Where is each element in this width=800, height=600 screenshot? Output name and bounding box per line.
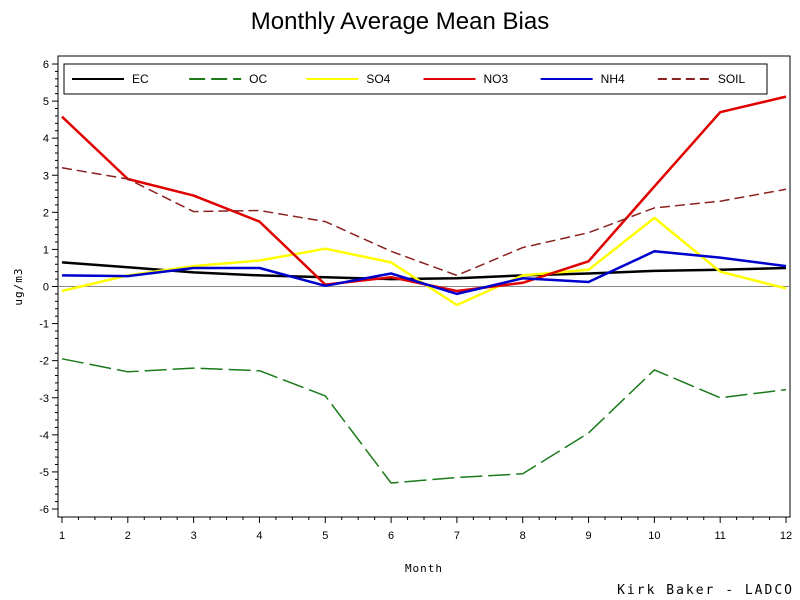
y-tick-label: 2 [43,207,49,219]
series-line-soil [61,167,787,277]
legend-box [63,63,768,95]
x-tick-label: 2 [125,530,131,542]
legend-label-no3: NO3 [484,72,509,86]
y-tick-label: -5 [39,467,49,479]
x-tick-label: 1 [59,530,65,542]
x-axis-title: Month [405,562,443,575]
legend-label-oc: OC [249,72,267,86]
legend-label-soil: SOIL [718,72,746,86]
x-tick-label: 12 [780,530,792,542]
legend-label-nh4: NH4 [601,72,625,86]
legend-label-so4: SO4 [366,72,390,86]
y-tick-label: 1 [43,244,49,256]
x-tick-label: 7 [454,530,460,542]
y-tick-label: 3 [43,170,49,182]
x-tick-label: 10 [648,530,660,542]
series-line-so4 [61,216,787,307]
x-tick-label: 9 [585,530,591,542]
x-tick-label: 8 [520,530,526,542]
y-tick-label: -3 [39,393,49,405]
author-credit: Kirk Baker - LADCO [617,583,794,598]
x-tick-label: 4 [256,530,262,542]
x-tick-label: 6 [388,530,394,542]
x-tick-label: 5 [322,530,328,542]
series-line-nh4 [61,250,787,296]
y-tick-label: 5 [43,96,49,108]
y-axis-title: ug/m3 [12,267,25,305]
y-tick-label: -1 [39,319,49,331]
series-line-oc [61,358,787,484]
y-tick-label: 0 [43,282,49,294]
y-tick-label: -4 [39,430,49,442]
series-line-no3 [61,95,787,293]
legend-label-ec: EC [132,72,149,86]
y-tick-label: 4 [43,133,49,145]
y-tick-label: 6 [43,59,49,71]
chart-title: Monthly Average Mean Bias [250,8,550,35]
series-line-ec [61,261,787,281]
y-tick-label: -2 [39,356,49,368]
x-tick-label: 11 [714,530,725,542]
x-tick-label: 3 [191,530,197,542]
y-tick-label: -6 [39,504,49,516]
